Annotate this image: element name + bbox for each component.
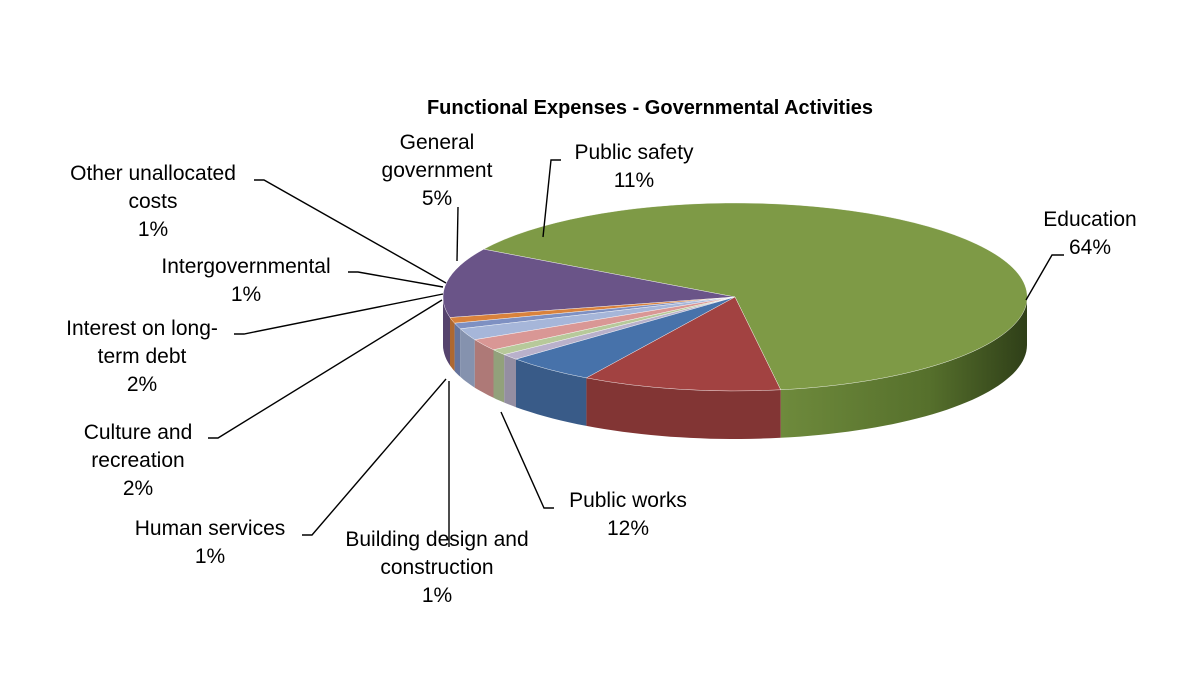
slice-side-public-works [443, 297, 450, 366]
slice-label-building-design-and-construction: Building design and construction 1% [345, 528, 528, 607]
slice-label-line: 5% [422, 187, 452, 210]
slice-side-other-unallocated-costs [504, 354, 516, 408]
slice-label-public-works: Public works 12% [569, 489, 687, 540]
slice-label-line: Building design and [345, 528, 528, 551]
pie-slice-public-works [442, 248, 736, 318]
slice-label-line: Culture and [84, 421, 193, 444]
pie-slice-public-safety [585, 296, 782, 392]
leader-line-human-services [302, 378, 447, 536]
slice-label-interest-on-long-term-debt: Interest on long-term debt 2% [66, 317, 218, 396]
slice-side-building-design-and-construction [450, 317, 455, 372]
slice-label-line: Intergovernmental [161, 255, 330, 278]
slice-label-line: General [400, 131, 475, 154]
slice-side-human-services [454, 323, 461, 377]
slice-label-line: 64% [1069, 236, 1111, 259]
leader-lines [208, 159, 1064, 547]
slice-label-line: recreation [91, 449, 184, 472]
slice-label-intergovernmental: Intergovernmental 1% [161, 255, 330, 306]
pie-slice-education [483, 202, 1028, 391]
slice-label-line: 12% [607, 517, 649, 540]
slice-side-education [780, 297, 1027, 438]
leader-line-general-government [456, 206, 459, 262]
slice-label-line: 1% [138, 218, 168, 241]
leader-line-interest-on-long-term-debt [234, 293, 444, 335]
slice-label-education: Education 64% [1043, 208, 1136, 259]
slice-label-human-services: Human services 1% [135, 517, 286, 568]
slice-label-line: Public safety [574, 141, 694, 164]
pie-sides [443, 297, 1027, 439]
slice-label-line: 1% [422, 584, 452, 607]
slice-label-line: costs [128, 190, 177, 213]
slice-label-line: 2% [123, 477, 153, 500]
slice-side-public-safety [586, 377, 781, 439]
slice-side-interest-on-long-term-debt [474, 339, 494, 398]
leader-line-education [1025, 254, 1064, 301]
slice-side-intergovernmental [493, 349, 505, 403]
slice-label-line: 1% [195, 545, 225, 568]
slice-label-line: 11% [614, 169, 654, 192]
slice-side-culture-and-recreation [460, 328, 475, 388]
leader-line-intergovernmental [348, 271, 444, 288]
slice-label-line: government [382, 159, 493, 182]
slice-label-line: construction [380, 556, 493, 579]
chart-title: Functional Expenses - Governmental Activ… [427, 97, 873, 119]
leader-line-culture-and-recreation [208, 299, 443, 439]
leader-line-other-unallocated-costs [254, 179, 447, 284]
slice-labels: Education 64% Public works 12% Building desi… [66, 131, 1137, 607]
slice-label-other-unallocated-costs: Other unallocated costs 1% [70, 162, 236, 241]
leader-line-public-works [500, 411, 554, 509]
slice-label-line: Public works [569, 489, 687, 512]
slice-side-general-government [516, 359, 587, 426]
slice-label-line: Human services [135, 517, 286, 540]
slice-label-public-safety: Public safety 11% [574, 141, 694, 192]
slice-label-line: 1% [231, 283, 261, 306]
slice-label-line: 2% [127, 373, 157, 396]
slice-label-general-government: General government 5% [382, 131, 493, 210]
slice-label-culture-and-recreation: Culture and recreation 2% [84, 421, 193, 500]
slice-label-line: Education [1043, 208, 1136, 231]
pie-slices [442, 202, 1028, 392]
leader-line-public-safety [542, 159, 561, 238]
slice-label-line: Interest on long- [66, 317, 218, 340]
slice-label-line: term debt [98, 345, 187, 368]
slice-label-line: Other unallocated [70, 162, 236, 185]
